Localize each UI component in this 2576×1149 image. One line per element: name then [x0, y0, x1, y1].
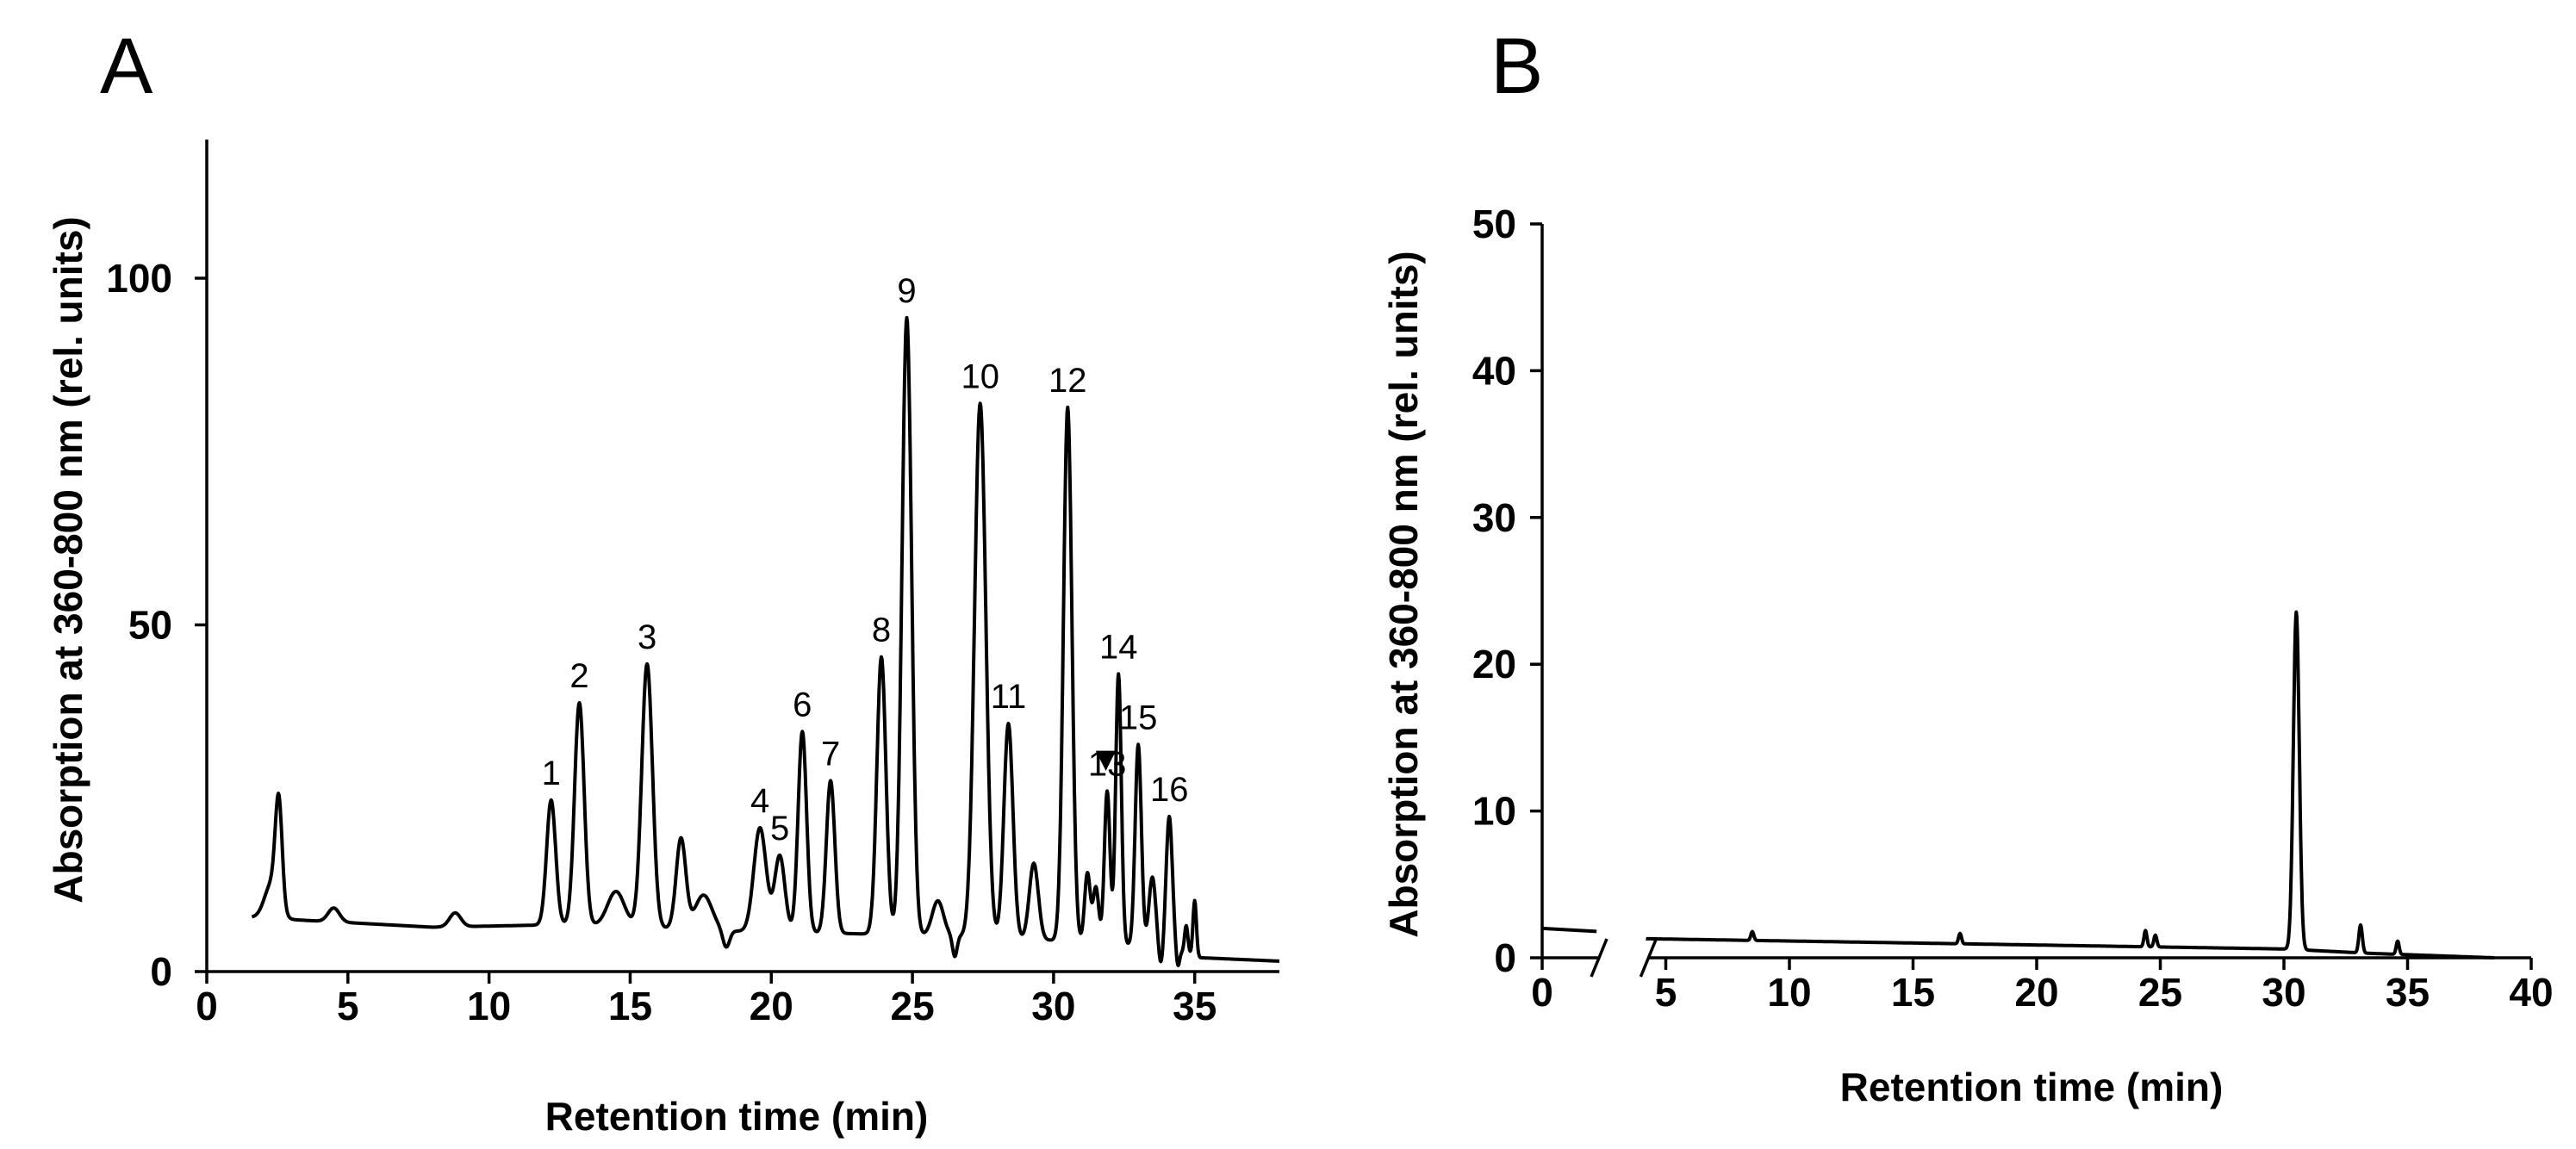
- panel-b-axis-break-mark: [1639, 938, 1658, 978]
- panel-b-x-tick-label: 30: [2262, 970, 2305, 1015]
- panel-a-chromatogram-trace: [251, 315, 1281, 967]
- panel-b-chart: 0 5 10 15 20 25 30 35 40 0 10 20 30 40 50: [1472, 202, 2554, 1015]
- panel-b-chromatogram-trace: [1645, 610, 2496, 960]
- panel-a-y-tick-label: 100: [106, 256, 172, 301]
- panel-a-x-tick-label: 5: [337, 984, 359, 1028]
- panel-b-y-tick-label: 40: [1472, 348, 1516, 393]
- panel-a-x-tick-label: 20: [750, 984, 793, 1028]
- panel-b-trace-pre-break: [1541, 926, 1597, 934]
- panel-a-letter: A: [100, 22, 153, 110]
- panel-a-peak-label: 9: [897, 272, 916, 310]
- panel-a-peak-label: 15: [1119, 699, 1158, 736]
- panel-a-y-tick-label: 0: [150, 949, 172, 994]
- panel-a-peak-label: 4: [750, 782, 769, 820]
- panel-a-peak-label: 12: [1048, 362, 1087, 400]
- panel-a-peak-label: 11: [991, 678, 1027, 716]
- panel-b-x-tick-label: 25: [2138, 970, 2182, 1015]
- panel-a-peak-label: 7: [821, 735, 840, 773]
- panel-a-peak-label: 10: [961, 357, 999, 395]
- panel-b-y-tick-label: 10: [1472, 789, 1516, 834]
- panel-a-peak-label: 16: [1150, 771, 1189, 809]
- panel-b-x-tick-label: 5: [1655, 970, 1677, 1015]
- panel-b-y-tick-label: 50: [1472, 202, 1516, 246]
- panel-a-xlabel: Retention time (min): [545, 1094, 929, 1139]
- panel-a-x-tick-label: 15: [608, 984, 652, 1028]
- panel-b-x-tick-label: 0: [1531, 970, 1553, 1015]
- panel-a-peak-label: 5: [770, 810, 789, 848]
- panel-a-peak-label: 2: [569, 657, 588, 695]
- panel-b-x-tick-label: 40: [2509, 970, 2553, 1015]
- panel-b-ylabel: Absorption at 360-800 nm (rel. units): [1381, 251, 1426, 937]
- panel-b-axis-break-mark: [1590, 938, 1608, 978]
- panel-a-y-tick-label: 50: [128, 603, 172, 648]
- panel-a-x-tick-label: 35: [1173, 984, 1216, 1028]
- panel-a-ylabel: Absorption at 360-800 nm (rel. units): [46, 216, 90, 903]
- panel-b-xlabel: Retention time (min): [1840, 1065, 2224, 1109]
- panel-b-y-tick-label: 0: [1494, 935, 1516, 980]
- panel-a-x-tick-label: 0: [196, 984, 218, 1028]
- panel-a-peak-marker: ▼: [1089, 741, 1123, 779]
- panel-a-peak-label: 1: [542, 755, 561, 792]
- panel-b-x-tick-label: 10: [1767, 970, 1811, 1015]
- panel-a-peak-label: 6: [793, 686, 812, 724]
- panel-a-x-tick-label: 30: [1031, 984, 1075, 1028]
- panel-a-x-tick-label: 25: [890, 984, 934, 1028]
- panel-a-peak-label: 13: [1088, 745, 1127, 783]
- panel-a-x-tick-label: 10: [467, 984, 511, 1028]
- panel-b-letter: B: [1490, 22, 1543, 110]
- panel-a-chart: 0 5 10 15 20 25 30 3505010012345678910111213141…: [106, 140, 1281, 1028]
- panel-a-peak-label: 3: [638, 618, 656, 656]
- panel-b-x-tick-label: 20: [2014, 970, 2058, 1015]
- panel-a-peak-label: 8: [872, 612, 891, 649]
- panel-b-y-tick-label: 20: [1472, 642, 1516, 686]
- panel-b-x-tick-label: 35: [2386, 970, 2430, 1015]
- panel-b-x-tick-label: 15: [1891, 970, 1935, 1015]
- panel-b-y-tick-label: 30: [1472, 495, 1516, 540]
- panel-a-peak-label: 14: [1099, 628, 1138, 666]
